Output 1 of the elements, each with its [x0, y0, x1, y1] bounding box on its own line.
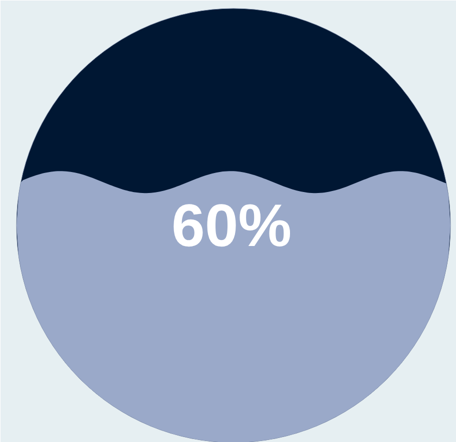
- data-label: 60%: [171, 192, 292, 259]
